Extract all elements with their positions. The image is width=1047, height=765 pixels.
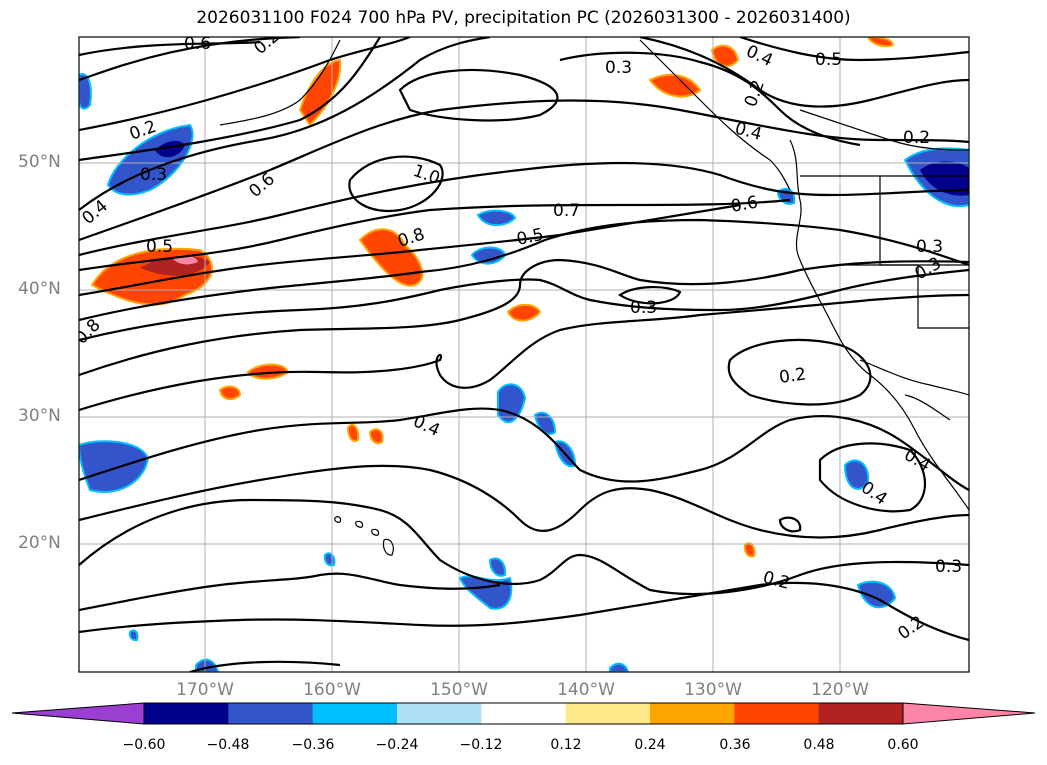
contour-label: 0.6 <box>184 34 211 54</box>
contour-label: 0.6 <box>729 193 759 217</box>
colorbar-segment <box>565 703 651 724</box>
colorbar-segment <box>397 703 482 724</box>
contour-label: 0.3 <box>916 237 943 257</box>
contour-label: 0.2 <box>903 128 930 148</box>
colorbar-segment <box>650 703 735 724</box>
colorbar-tick-label: −0.60 <box>122 737 166 753</box>
lon-label: 150°W <box>430 680 488 700</box>
colorbar-tick-label: 0.12 <box>550 737 582 753</box>
precip-positive-area <box>368 428 384 445</box>
precip-negative-area <box>497 383 527 424</box>
contour-label: 0.2 <box>250 26 284 59</box>
colorbar-tick-label: −0.12 <box>459 737 503 753</box>
map-frame <box>78 36 970 673</box>
contour-label: 0.5 <box>146 237 173 257</box>
lon-label: 140°W <box>557 680 615 700</box>
pv-contour-layer <box>79 37 969 672</box>
precip-negative-area <box>476 209 517 227</box>
contour-label: 0.6 <box>245 169 279 202</box>
contour-label: 0.4 <box>410 411 443 441</box>
precip-positive-area <box>866 37 895 48</box>
colorbar-segment <box>144 703 229 724</box>
colorbar-tick-label: 0.24 <box>634 737 666 753</box>
colorbar-frame-left <box>11 702 145 725</box>
colorbar-tick-label: −0.24 <box>375 737 419 753</box>
lon-label: 160°W <box>303 680 361 700</box>
precip-positive-area <box>743 542 756 558</box>
contour-label: 0.2 <box>894 612 928 644</box>
colorbar <box>11 702 1036 725</box>
lat-label: 30°N <box>18 406 61 426</box>
precip-positive-area <box>710 44 740 67</box>
precip-negative-area <box>843 459 870 490</box>
precip-positive-area <box>648 73 702 98</box>
contour-label: 0.2 <box>778 364 808 388</box>
precip-fill-layer <box>79 37 969 672</box>
lon-label: 170°W <box>176 680 234 700</box>
contour-label: 0.5 <box>515 225 546 250</box>
colorbar-tick-label: 0.60 <box>887 737 919 753</box>
colorbar-tick-label: −0.36 <box>291 737 335 753</box>
precip-negative-area <box>79 440 150 493</box>
coastline-layer <box>219 39 969 511</box>
contour-label: 0.8 <box>395 224 427 251</box>
lon-label: 130°W <box>684 680 742 700</box>
lat-label: 40°N <box>18 279 61 299</box>
lon-label: 120°W <box>811 680 869 700</box>
colorbar-frame-right <box>902 702 1036 725</box>
contour-label: 0.4 <box>733 119 764 145</box>
precip-negative-area <box>856 580 897 609</box>
colorbar-tick-label: 0.36 <box>719 737 751 753</box>
precip-positive-area <box>218 385 242 401</box>
colorbar-segment <box>228 703 314 724</box>
contour-label: 0.3 <box>630 298 657 318</box>
precip-positive-area <box>346 423 360 442</box>
precip-negative-area <box>533 411 557 435</box>
contour-label: 0.3 <box>605 58 632 78</box>
contour-label: 0.8 <box>71 315 104 348</box>
hawaii-islands <box>334 516 394 556</box>
contour-label: 0.5 <box>815 50 842 70</box>
precip-positive-area <box>358 228 424 287</box>
lat-label: 50°N <box>18 152 61 172</box>
colorbar-extend-right <box>903 703 1035 724</box>
precip-positive-area <box>298 58 342 127</box>
precip-negative-area <box>323 552 336 567</box>
contour-label: 0.3 <box>140 165 167 185</box>
contour-label: 0.7 <box>553 201 580 221</box>
map-title: 2026031100 F024 700 hPa PV, precipitatio… <box>196 8 851 28</box>
lat-label: 20°N <box>18 533 61 553</box>
precip-negative-area <box>609 662 630 672</box>
colorbar-tick-label: −0.48 <box>206 737 250 753</box>
colorbar-segment <box>481 703 567 724</box>
precip-negative-area <box>488 557 507 577</box>
colorbar-segment <box>818 703 904 724</box>
contour-label: 0.3 <box>935 557 962 577</box>
colorbar-tick-label: 0.48 <box>803 737 835 753</box>
contour-label: 0.2 <box>741 77 769 109</box>
colorbar-extend-left <box>12 703 144 724</box>
contour-label: 0.4 <box>78 196 112 229</box>
contour-label: 0.3 <box>912 253 945 284</box>
precip-positive-area <box>506 303 542 322</box>
precip-negative-core <box>920 161 969 196</box>
graticule <box>79 37 969 672</box>
contour-label: 0.2 <box>761 568 792 594</box>
precip-negative-area <box>128 629 139 642</box>
colorbar-segment <box>312 703 398 724</box>
colorbar-segment <box>734 703 820 724</box>
